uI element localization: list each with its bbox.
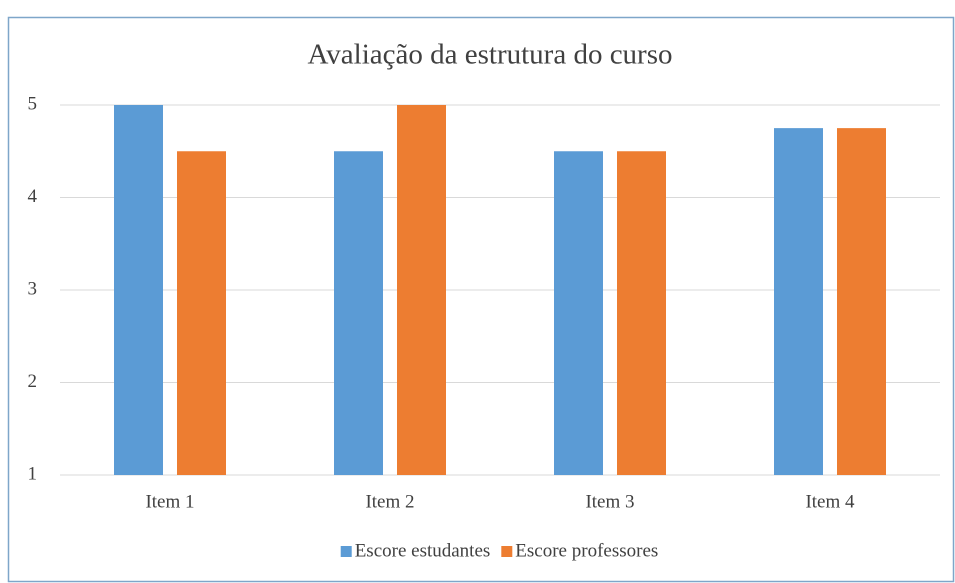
legend-swatch: [340, 546, 352, 557]
y-tick-label: 2: [28, 371, 38, 392]
x-tick-label: Item 4: [805, 491, 855, 512]
bar: [554, 151, 603, 475]
bar: [397, 105, 446, 475]
y-tick-label: 4: [28, 186, 38, 207]
x-tick-label: Item 3: [585, 491, 634, 512]
bar: [114, 105, 163, 475]
chart-title: Avaliação da estrutura do curso: [307, 39, 672, 71]
x-tick-label: Item 2: [365, 491, 414, 512]
y-tick-label: 5: [28, 93, 38, 114]
y-tick-label: 1: [28, 463, 38, 484]
bar: [617, 151, 666, 475]
legend: Escore estudantes Escore professores: [340, 540, 658, 561]
bar: [774, 128, 823, 475]
y-tick-label: 3: [28, 278, 38, 299]
bar: [177, 151, 226, 475]
x-tick-label: Item 1: [145, 491, 194, 512]
legend-swatch: [501, 546, 513, 557]
bar: [334, 151, 383, 475]
legend-label: Escore estudantes: [355, 540, 491, 561]
bar: [837, 128, 886, 475]
legend-label: Escore professores: [515, 540, 658, 561]
